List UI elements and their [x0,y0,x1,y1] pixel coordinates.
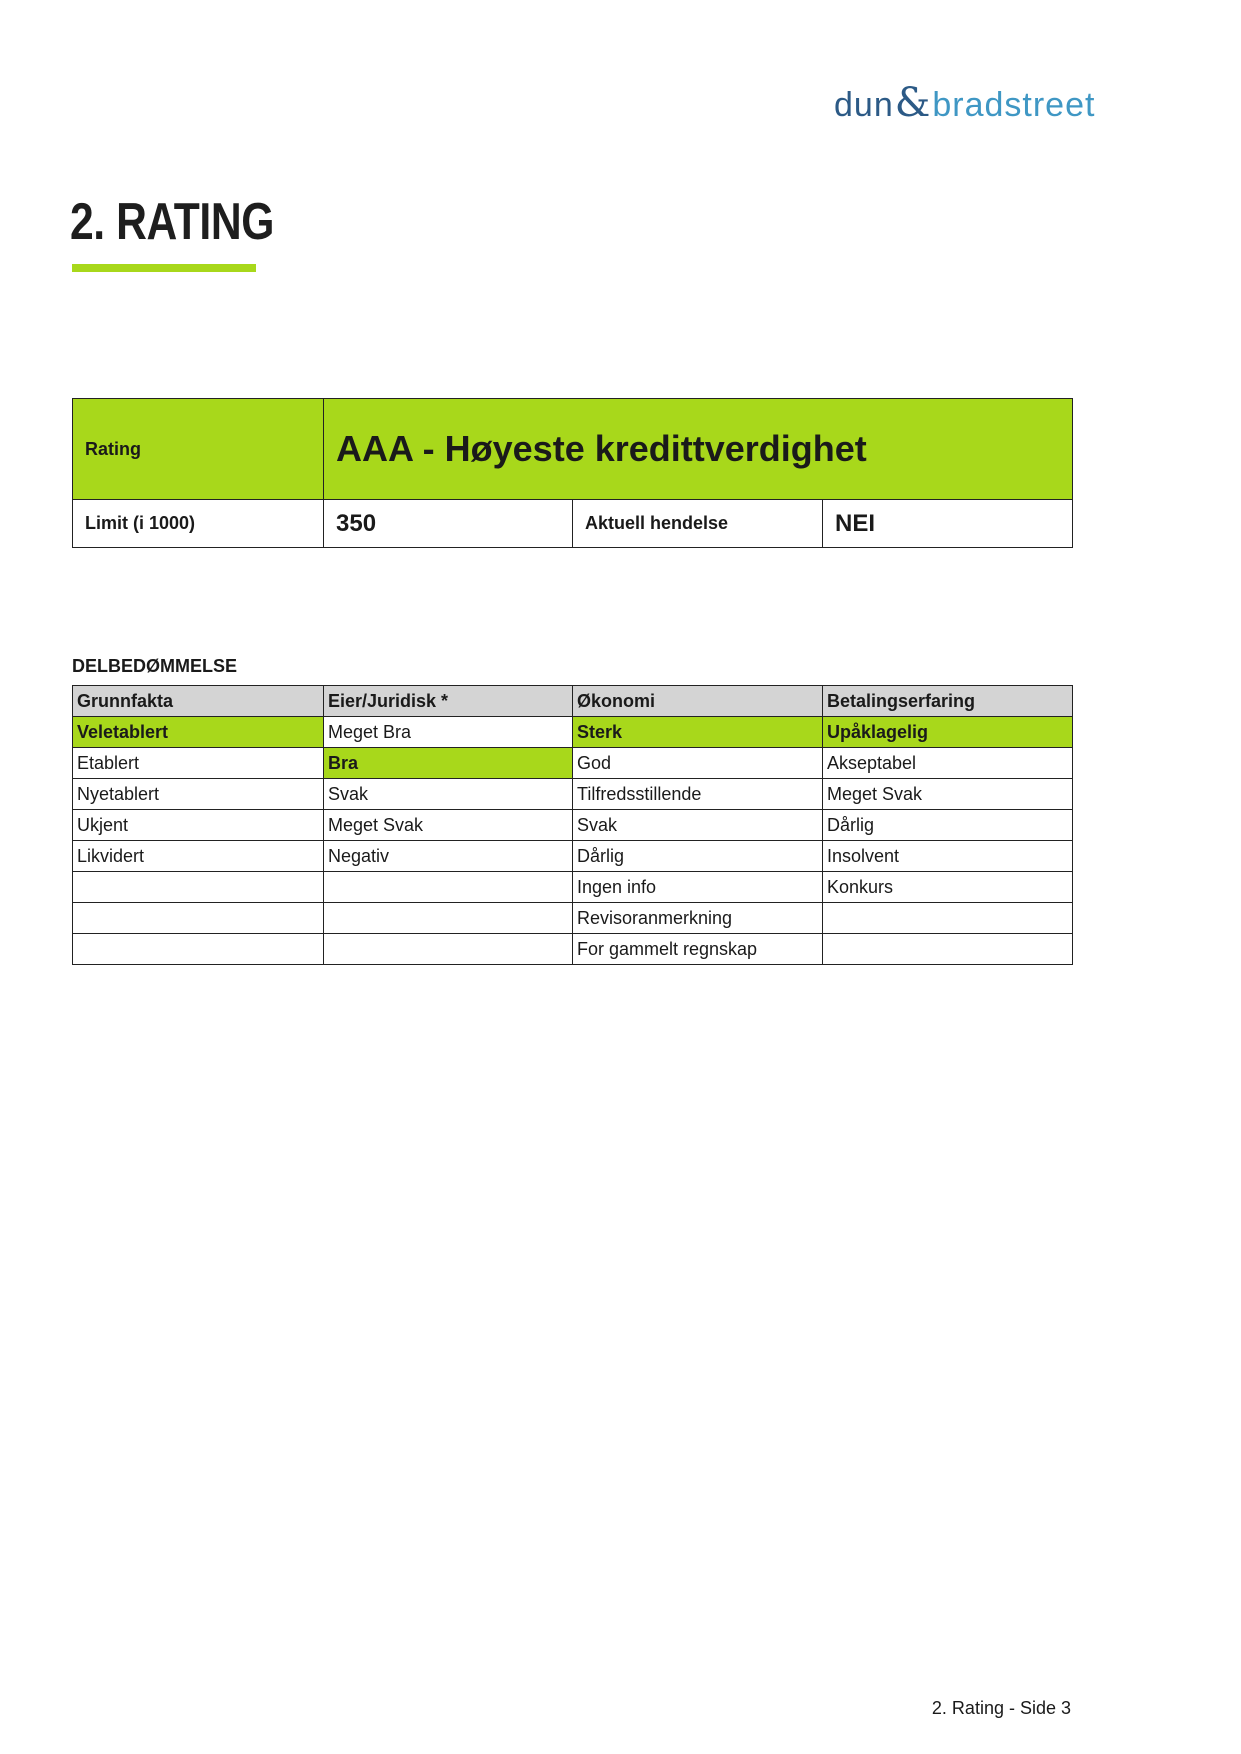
column-header: Grunnfakta [72,685,324,717]
rating-table: Rating AAA - Høyeste kredittverdighet Li… [72,398,1074,548]
title-underline [72,264,256,272]
table-cell: Svak [323,778,573,810]
table-row: For gammelt regnskap [72,933,1073,965]
table-cell: For gammelt regnskap [572,933,823,965]
table-cell [822,933,1073,965]
table-row: Likvidert Negativ Dårlig Insolvent [72,840,1073,872]
delbedommelse-table: Grunnfakta Eier/Juridisk * Økonomi Betaling… [72,685,1073,965]
table-cell [323,902,573,934]
limit-value: 350 [323,499,573,548]
table-cell: Konkurs [822,871,1073,903]
column-header: Betalingserfaring [822,685,1073,717]
table-cell [72,871,324,903]
table-cell: Svak [572,809,823,841]
table-cell: Negativ [323,840,573,872]
logo-ampersand: & [894,80,932,126]
table-cell: Ingen info [572,871,823,903]
column-header: Eier/Juridisk * [323,685,573,717]
column-header: Økonomi [572,685,823,717]
table-cell [72,933,324,965]
table-cell: Dårlig [822,809,1073,841]
table-cell: Likvidert [72,840,324,872]
table-row: Etablert Bra God Akseptabel [72,747,1073,779]
table-cell: Insolvent [822,840,1073,872]
table-cell: Upåklagelig [822,716,1073,748]
dun-bradstreet-logo: dun&bradstreet [834,80,1095,126]
table-row: Ukjent Meget Svak Svak Dårlig [72,809,1073,841]
table-cell: Bra [323,747,573,779]
table-cell: Ukjent [72,809,324,841]
rating-value: AAA - Høyeste kredittverdighet [322,398,1074,500]
event-label: Aktuell hendelse [572,499,823,548]
limit-label: Limit (i 1000) [72,499,324,548]
table-row: Veletablert Meget Bra Sterk Upåklagelig [72,716,1073,748]
page-footer: 2. Rating - Side 3 [931,1698,1071,1718]
logo-text-dun: dun [834,86,894,124]
table-cell: Revisoranmerkning [572,902,823,934]
table-cell [323,933,573,965]
section-title: DELBEDØMMELSE [72,656,238,676]
rating-row: Rating AAA - Høyeste kredittverdighet [72,398,1074,500]
rating-label: Rating [72,398,324,500]
page-title: 2. RATING [70,193,275,251]
table-cell [822,902,1073,934]
table-cell: Nyetablert [72,778,324,810]
table-cell: Veletablert [72,716,324,748]
table-row: Revisoranmerkning [72,902,1073,934]
table-cell [72,902,324,934]
table-header-row: Grunnfakta Eier/Juridisk * Økonomi Betaling… [72,685,1073,717]
table-cell [323,871,573,903]
table-cell: Meget Bra [323,716,573,748]
table-cell: Akseptabel [822,747,1073,779]
table-cell: Sterk [572,716,823,748]
table-cell: God [572,747,823,779]
table-cell: Meget Svak [323,809,573,841]
table-cell: Etablert [72,747,324,779]
table-cell: Meget Svak [822,778,1073,810]
table-row: Ingen info Konkurs [72,871,1073,903]
table-cell: Tilfredsstillende [572,778,823,810]
event-value: NEI [821,499,1074,548]
logo-text-bradstreet: bradstreet [932,86,1096,124]
table-cell: Dårlig [572,840,823,872]
limit-row: Limit (i 1000) 350 Aktuell hendelse NEI [72,499,1074,548]
table-row: Nyetablert Svak Tilfredsstillende Meget Sva… [72,778,1073,810]
